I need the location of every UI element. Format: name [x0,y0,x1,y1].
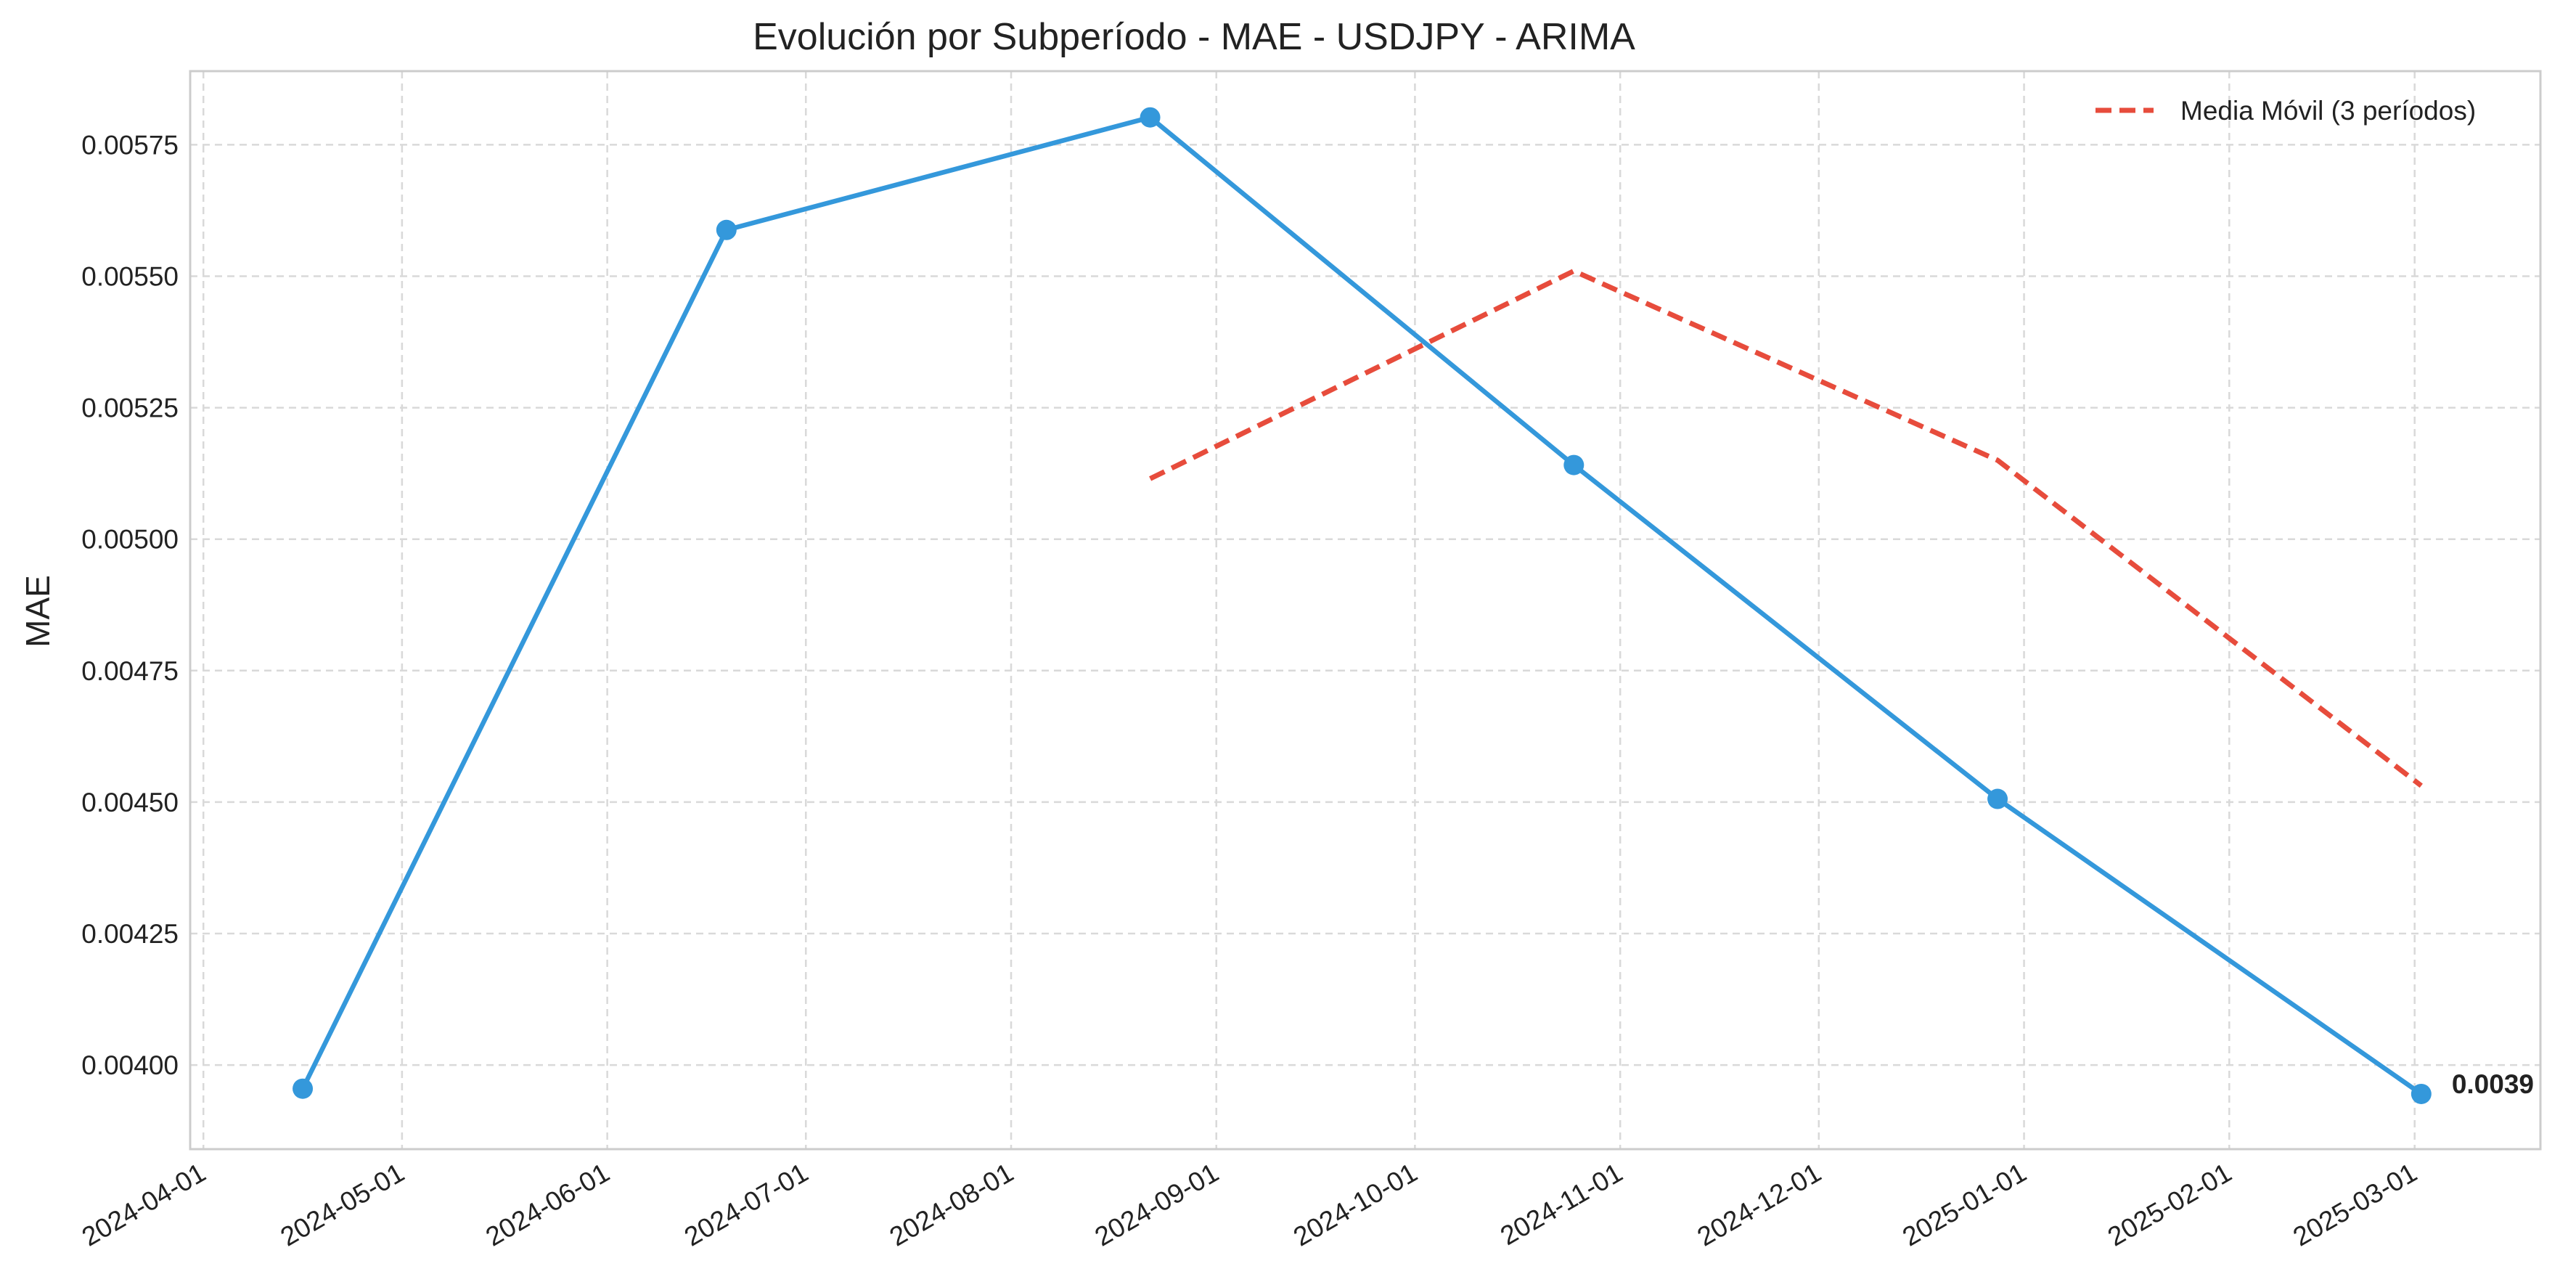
x-tick-label: 2025-03-01 [2288,1157,2421,1252]
y-tick-label: 0.00400 [81,1050,179,1080]
series-layer [293,107,2432,1104]
x-ticks: 2024-04-01 2024-05-01 2024-06-01 2024-07-01… [77,1157,2422,1252]
x-tick-label: 2024-06-01 [481,1157,614,1252]
mae-line [300,115,2423,1096]
chart-title: Evolución por Subperíodo - MAE - USDJPY … [753,16,1635,58]
data-point [1140,107,1161,128]
x-tick-label: 2024-11-01 [1495,1157,1627,1251]
annotations: 0.0039 [2452,1069,2534,1099]
data-point [1563,454,1585,475]
data-point [716,219,737,240]
y-axis-label: MAE [19,575,57,648]
y-tick-label: 0.00425 [81,919,179,949]
data-point [1987,788,2008,809]
data-point [2411,1083,2432,1104]
y-tick-label: 0.00550 [81,262,179,292]
data-point [293,1078,314,1099]
x-tick-label: 2024-07-01 [679,1157,813,1252]
y-tick-label: 0.00475 [81,656,179,686]
x-tick-label: 2024-09-01 [1089,1157,1223,1252]
legend: Media Móvil (3 períodos) [2095,96,2476,126]
y-ticks: 0.00400 0.00425 0.00450 0.00475 0.00500 0.005… [81,130,179,1080]
x-tick-label: 2025-01-01 [1897,1157,2031,1252]
y-tick-label: 0.00500 [81,525,179,555]
y-tick-label: 0.00450 [81,788,179,817]
legend-label: Media Móvil (3 períodos) [2180,96,2476,126]
grid [190,71,2540,1149]
moving-average-line [1149,268,2423,788]
last-value-label: 0.0039 [2452,1069,2534,1099]
y-tick-label: 0.00575 [81,130,179,160]
x-tick-label: 2024-05-01 [275,1157,409,1252]
plot-frame [189,70,2542,1151]
x-tick-label: 2024-12-01 [1692,1157,1825,1252]
x-tick-label: 2025-02-01 [2103,1157,2236,1252]
x-tick-label: 2024-04-01 [77,1157,210,1252]
x-tick-label: 2024-10-01 [1288,1157,1422,1252]
y-tick-label: 0.00525 [81,393,179,423]
x-tick-label: 2024-08-01 [885,1157,1018,1252]
